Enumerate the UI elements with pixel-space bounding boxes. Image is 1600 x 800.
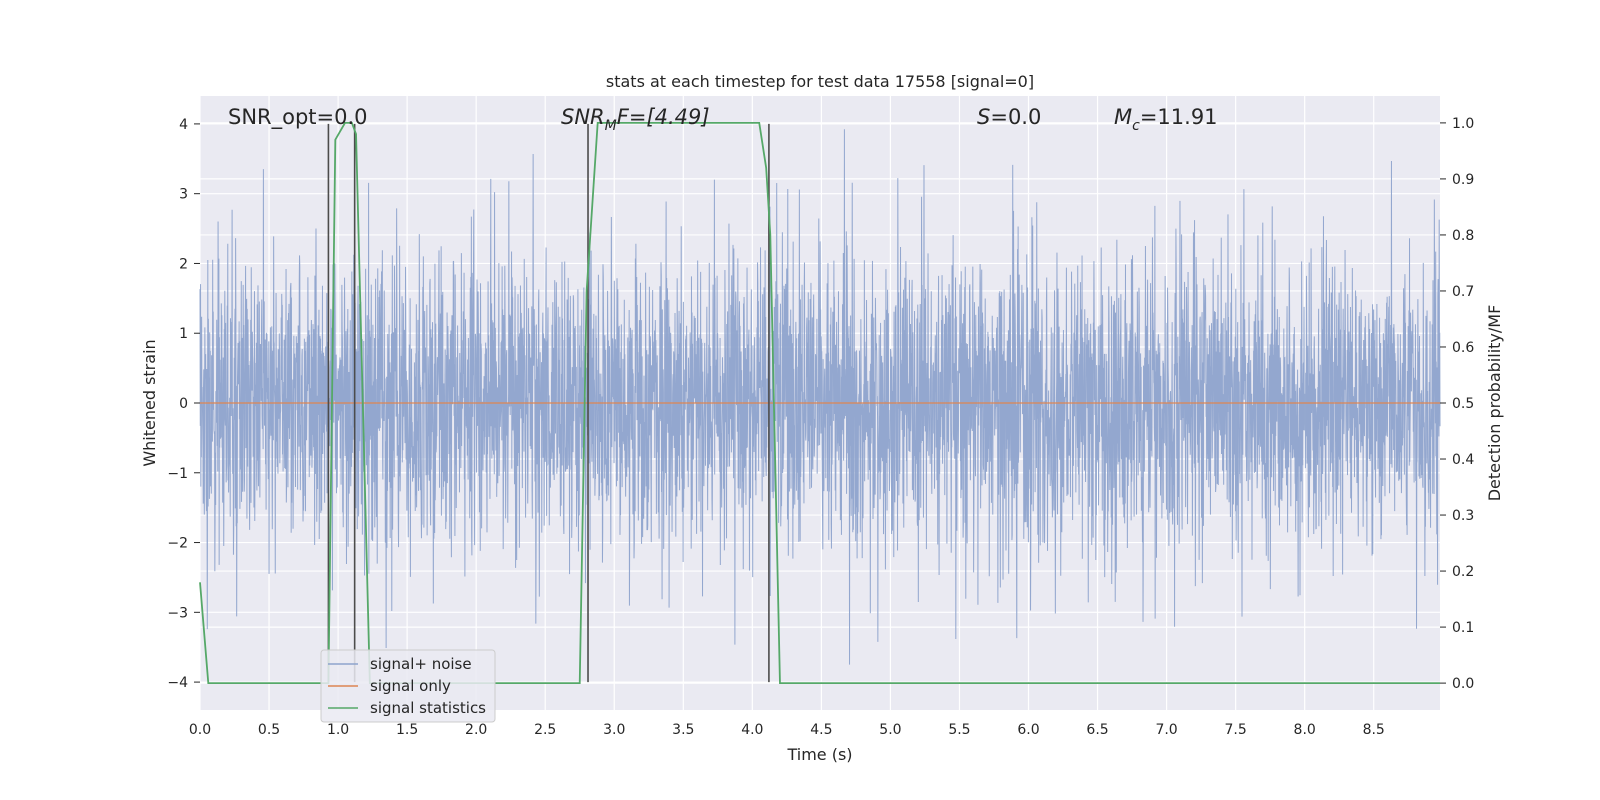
signal-noise-line	[199, 129, 1441, 665]
y-left-tick-label: −2	[167, 536, 188, 552]
y-right-tick-label: 0.2	[1452, 564, 1474, 580]
y-left-tick-label: −1	[167, 466, 188, 482]
y-left-tick-label: 2	[179, 256, 188, 272]
legend: signal+ noise signal only signal statist…	[320, 649, 496, 723]
annotation-s-rest: =0.0	[990, 105, 1041, 129]
x-tick-label: 2.5	[534, 722, 556, 738]
y-right-tick-label: 0.4	[1452, 452, 1474, 468]
x-tick-label: 6.5	[1086, 722, 1108, 738]
x-tick-label: 5.0	[879, 722, 901, 738]
annotation-snr-mf: SNRMF=[4.49]	[561, 105, 710, 134]
x-tick-label: 6.0	[1017, 722, 1039, 738]
x-tick-label: 1.5	[396, 722, 418, 738]
legend-label-signal-only: signal only	[370, 677, 451, 695]
x-tick-label: 4.0	[741, 722, 763, 738]
x-tick-label: 4.5	[810, 722, 832, 738]
x-tick-label: 8.5	[1363, 722, 1385, 738]
y-right-tick-label: 0.9	[1452, 172, 1474, 188]
annotation-s-main: S	[977, 105, 990, 129]
x-tick-label: 7.0	[1155, 722, 1177, 738]
y-right-tick-label: 0.6	[1452, 340, 1474, 356]
x-tick-label: 0.5	[258, 722, 280, 738]
x-axis-label: Time (s)	[786, 745, 852, 764]
vertical-markers	[327, 123, 770, 683]
y-left-tick-label: −4	[167, 675, 188, 691]
x-tick-label: 0.0	[189, 722, 211, 738]
x-tick-label: 3.5	[672, 722, 694, 738]
y-right-tick-label: 0.8	[1452, 228, 1474, 244]
annotation-snr-mf-sub: M	[605, 118, 617, 134]
x-tick-label: 2.0	[465, 722, 487, 738]
legend-label-signal-noise: signal+ noise	[370, 655, 472, 673]
y-right-axis-ticks: 0.0 0.1 0.2 0.3 0.4 0.5 0.6 0.7 0.8 0.9 1.0	[1440, 116, 1474, 692]
y-right-tick-label: 0.1	[1452, 620, 1474, 636]
y-right-tick-label: 0.0	[1452, 676, 1474, 692]
x-tick-label: 1.0	[327, 722, 349, 738]
x-tick-label: 8.0	[1294, 722, 1316, 738]
annotation-snr-opt: SNR_opt=0.0	[228, 105, 368, 130]
legend-box	[320, 649, 496, 723]
y-right-tick-label: 0.5	[1452, 396, 1474, 412]
y-left-tick-label: 3	[179, 187, 188, 203]
x-tick-label: 7.5	[1225, 722, 1247, 738]
annotation-snr-mf-rest: F=[4.49]	[617, 105, 710, 129]
y-left-axis-label: Whitened strain	[140, 339, 159, 466]
y-right-axis-label: Detection probability/MF	[1485, 305, 1504, 502]
annotation-mc-main: M	[1114, 105, 1132, 129]
annotation-mc-sub: c	[1132, 118, 1140, 134]
x-axis-ticks: 0.0 0.5 1.0 1.5 2.0 2.5 3.0 3.5 4.0 4.5 5.0 5.5 6.0 6…	[189, 722, 1385, 738]
y-right-tick-label: 1.0	[1452, 116, 1474, 132]
annotation-snr-mf-main: SNR	[561, 105, 605, 129]
signal-noise-series	[199, 129, 1441, 665]
y-left-axis-ticks: −4 −3 −2 −1 0 1 2 3 4	[167, 117, 200, 691]
y-left-tick-label: 4	[179, 117, 188, 133]
x-tick-label: 5.5	[948, 722, 970, 738]
y-right-tick-label: 0.7	[1452, 284, 1474, 300]
y-left-tick-label: 0	[179, 396, 188, 412]
y-right-tick-label: 0.3	[1452, 508, 1474, 524]
annotation-s: S=0.0	[977, 105, 1041, 129]
y-left-tick-label: −3	[167, 605, 188, 621]
y-left-tick-label: 1	[179, 326, 188, 342]
annotation-mc: Mc=11.91	[1114, 105, 1218, 134]
annotation-mc-rest: =11.91	[1140, 105, 1218, 129]
chart-title: stats at each timestep for test data 175…	[606, 72, 1034, 91]
x-tick-label: 3.0	[603, 722, 625, 738]
legend-label-signal-statistics: signal statistics	[370, 699, 486, 717]
